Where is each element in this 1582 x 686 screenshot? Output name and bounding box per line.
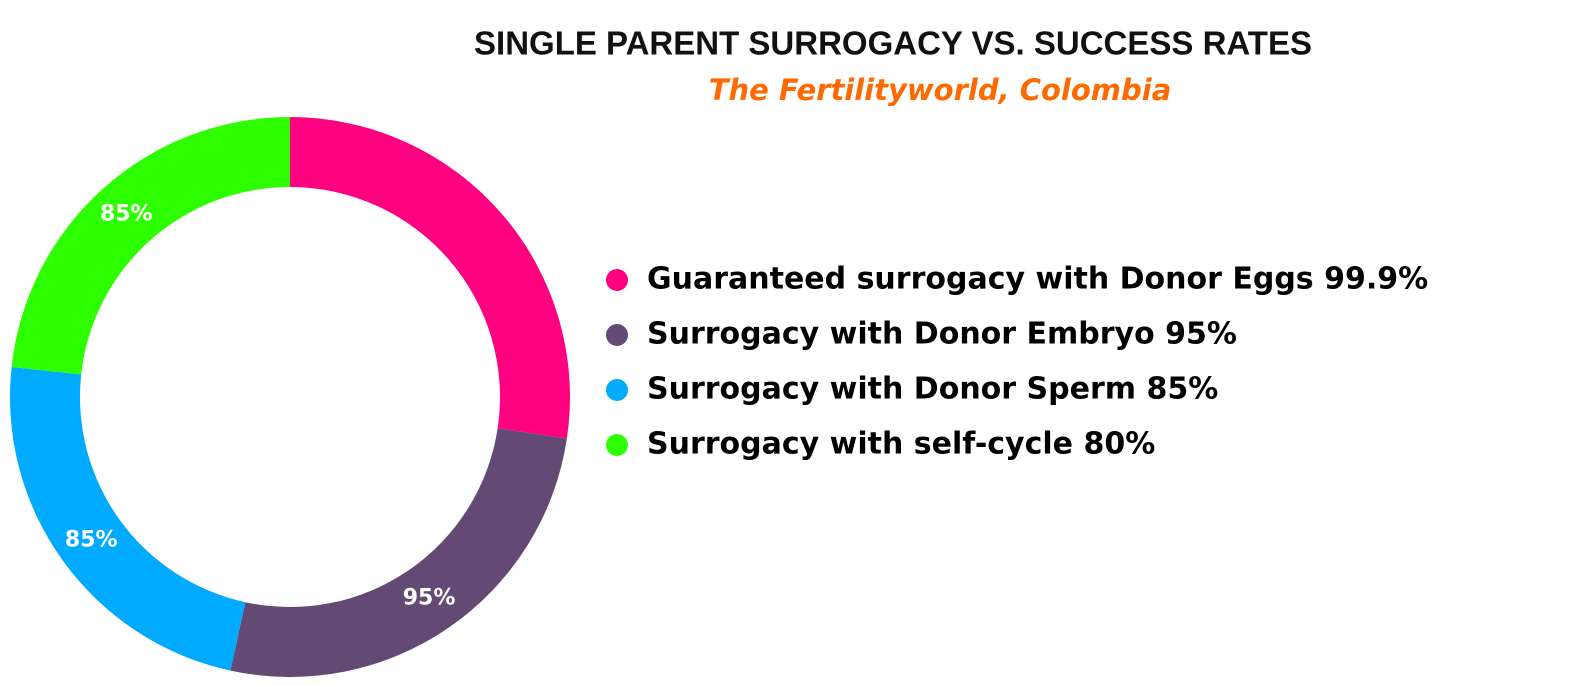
- data-label: 95%: [403, 586, 456, 611]
- legend-label: Surrogacy with Donor Sperm 85%: [647, 372, 1218, 407]
- legend-label: Guaranteed surrogacy with Donor Eggs 99.…: [647, 262, 1428, 297]
- donut-segment: [230, 428, 567, 677]
- donut-segment: [10, 367, 246, 671]
- legend-label: Surrogacy with self-cycle 80%: [647, 427, 1155, 462]
- donut-segment: [290, 117, 570, 439]
- donut-segment: [11, 117, 290, 375]
- chart-title: SINGLE PARENT SURROGACY VS. SUCCESS RATE…: [474, 25, 1312, 62]
- legend-marker: [606, 269, 628, 291]
- legend-marker: [606, 324, 628, 346]
- legend-label: Surrogacy with Donor Embryo 95%: [647, 317, 1237, 352]
- data-label: 85%: [65, 527, 118, 552]
- legend-marker: [606, 434, 628, 456]
- data-label: 85%: [100, 202, 153, 227]
- chart-subtitle: The Fertilityworld, Colombia: [709, 73, 1172, 107]
- legend-marker: [606, 379, 628, 401]
